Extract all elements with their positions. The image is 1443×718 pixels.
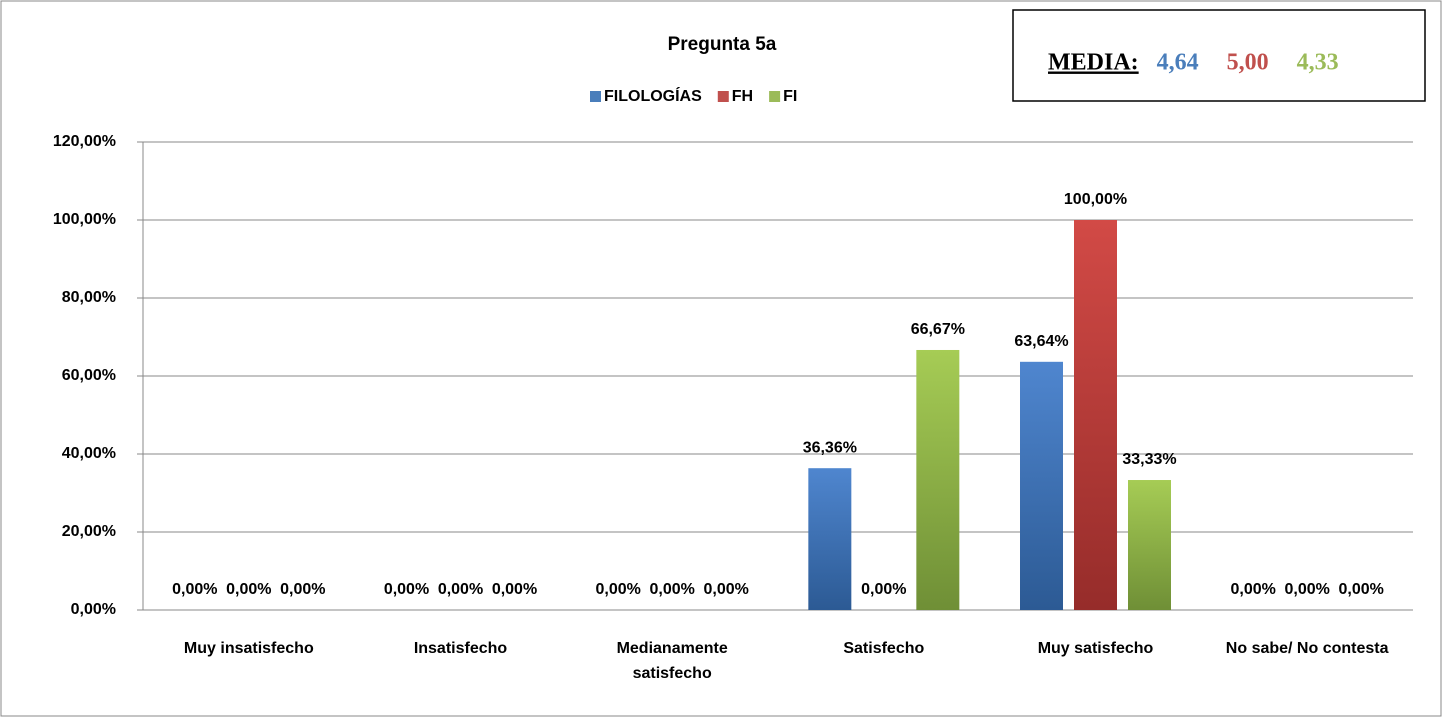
value-label: 36,36%	[803, 439, 857, 456]
value-label: 0,00%	[1284, 581, 1329, 598]
value-label: 100,00%	[1064, 191, 1127, 208]
media-value: 5,00	[1227, 50, 1269, 76]
media-value: 4,64	[1157, 50, 1199, 76]
y-tick-label: 80,00%	[62, 289, 116, 306]
legend-swatch	[717, 91, 729, 102]
value-label: 0,00%	[280, 581, 325, 598]
y-tick-label: 0,00%	[71, 601, 116, 618]
media-label: MEDIA:	[1048, 50, 1139, 76]
x-tick-label: Medianamente satisfecho	[616, 640, 728, 682]
x-tick-label: No sabe/ No contesta	[1225, 640, 1389, 657]
legend-label: FI	[783, 88, 797, 105]
chart-title: Pregunta 5a	[668, 34, 777, 55]
value-label: 0,00%	[172, 581, 217, 598]
x-tick-label: Insatisfecho	[413, 640, 508, 657]
x-tick-label: Satisfecho	[843, 640, 925, 657]
value-label: 0,00%	[492, 581, 537, 598]
value-label: 0,00%	[703, 581, 748, 598]
y-tick-label: 20,00%	[62, 523, 116, 540]
value-label: 63,64%	[1014, 333, 1068, 350]
value-label: 0,00%	[861, 581, 906, 598]
y-tick-label: 100,00%	[53, 211, 116, 228]
value-label: 0,00%	[595, 581, 640, 598]
bar	[1074, 220, 1117, 610]
media-box	[1012, 9, 1426, 102]
media-value: 4,33	[1297, 50, 1339, 76]
value-label: 33,33%	[1122, 451, 1176, 468]
value-label: 0,00%	[1338, 581, 1383, 598]
x-tick-label: Muy insatisfecho	[183, 640, 314, 657]
legend-swatch	[769, 91, 781, 102]
value-label: 0,00%	[226, 581, 271, 598]
legend-label: FH	[732, 88, 753, 105]
value-label: 0,00%	[384, 581, 429, 598]
y-tick-label: 120,00%	[53, 133, 116, 150]
legend-label: FILOLOGÍAS	[604, 86, 702, 105]
bar	[1128, 480, 1171, 610]
value-label: 0,00%	[1230, 581, 1275, 598]
bar	[808, 468, 852, 610]
value-label: 0,00%	[438, 581, 483, 598]
bar	[916, 349, 960, 610]
y-tick-label: 40,00%	[62, 445, 116, 462]
value-label: 0,00%	[649, 581, 694, 598]
value-label: 66,67%	[911, 321, 965, 338]
y-tick-label: 60,00%	[62, 367, 116, 384]
legend-swatch	[590, 91, 601, 102]
x-tick-label: Muy satisfecho	[1037, 640, 1154, 657]
bar	[1020, 361, 1063, 610]
